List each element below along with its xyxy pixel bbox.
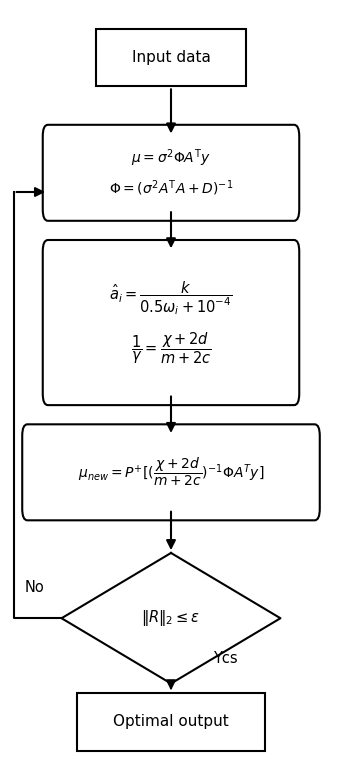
Text: Optimal output: Optimal output: [113, 714, 229, 730]
FancyBboxPatch shape: [43, 240, 299, 406]
Text: Ycs: Ycs: [213, 650, 238, 666]
Text: Input data: Input data: [132, 50, 210, 65]
Text: $\hat{a}_i = \dfrac{k}{0.5\omega_i + 10^{-4}}$
$\dfrac{1}{\gamma} = \dfrac{\chi : $\hat{a}_i = \dfrac{k}{0.5\omega_i + 10^…: [109, 279, 233, 366]
FancyBboxPatch shape: [22, 424, 320, 521]
Bar: [77, 693, 265, 751]
Text: $\mu_{new} = P^{+}[(\dfrac{\chi + 2d}{m + 2c})^{-1}\Phi A^{T}y]$: $\mu_{new} = P^{+}[(\dfrac{\chi + 2d}{m …: [78, 456, 264, 488]
Text: $\mu = \sigma^2\Phi A^{\mathrm{T}}y$
$\Phi = (\sigma^2 A^{\mathrm{T}}A + D)^{-1}: $\mu = \sigma^2\Phi A^{\mathrm{T}}y$ $\P…: [109, 147, 233, 198]
Polygon shape: [62, 553, 280, 684]
Text: No: No: [24, 580, 44, 595]
Text: $\|R\|_2 \leq \epsilon$: $\|R\|_2 \leq \epsilon$: [141, 608, 201, 628]
FancyBboxPatch shape: [43, 124, 299, 221]
Bar: [96, 28, 246, 87]
